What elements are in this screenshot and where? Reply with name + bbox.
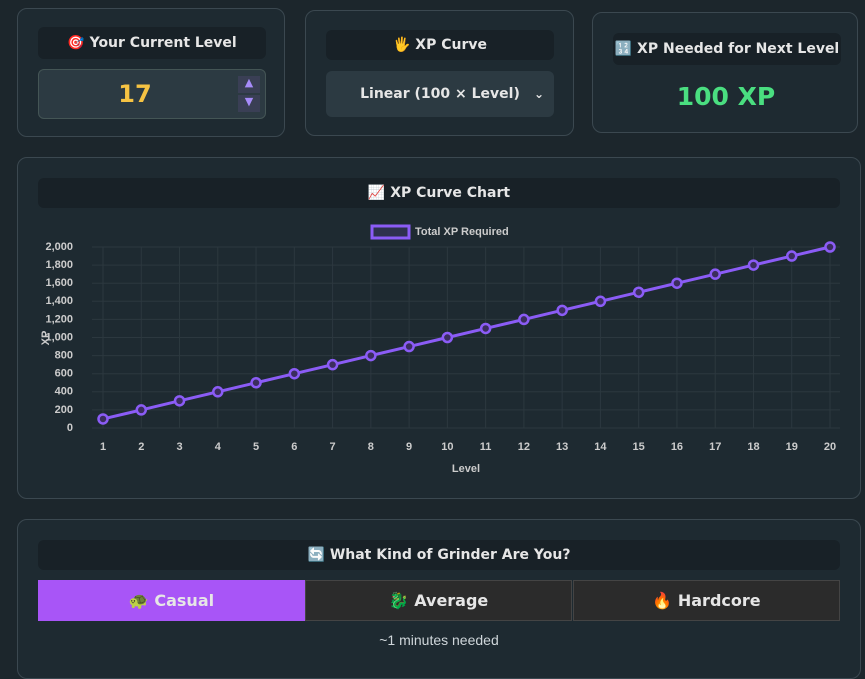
y-tick-label: 1,800 (45, 259, 73, 271)
x-tick-label: 1 (100, 441, 106, 453)
x-tick-label: 10 (441, 441, 453, 453)
data-point (403, 340, 415, 353)
y-tick-label: 200 (55, 404, 73, 416)
x-tick-label: 8 (368, 441, 374, 453)
needed-value: 100 XP (676, 81, 776, 111)
grinder-result: ~1 minutes needed (379, 632, 499, 648)
chart-heading: 📈 XP Curve Chart (38, 178, 840, 208)
level-card: 🎯 Your Current Level 17 ▲ ▼ (17, 8, 285, 137)
data-point (250, 377, 262, 389)
y-tick-label: 1,400 (45, 295, 73, 307)
y-axis-title: XP (40, 331, 52, 346)
chart: 0 200 400 600 800 1,000 1,200 1,400 1,600 1,800 2,… (40, 224, 840, 475)
x-tick-label: 14 (594, 441, 607, 453)
option-button[interactable]: 🔥 Hardcore (573, 580, 840, 621)
x-tick-label: 19 (786, 441, 798, 453)
x-tick-label: 18 (747, 441, 759, 453)
data-point (594, 295, 607, 308)
grinder-heading: 🔄 What Kind of Grinder Are You? (38, 540, 840, 570)
data-point (97, 413, 109, 425)
y-tick-label: 1,200 (45, 313, 73, 325)
option-button[interactable]: 🐉 Average (305, 580, 572, 621)
step-down[interactable]: ▼ (238, 95, 260, 112)
data-point (365, 349, 377, 362)
x-tick-label: 4 (215, 441, 222, 453)
x-tick-label: 9 (406, 441, 412, 453)
x-tick-label: 3 (176, 441, 182, 453)
x-tick-label: 5 (253, 441, 259, 453)
y-tick-label: 600 (55, 368, 73, 380)
data-point (556, 304, 568, 317)
curve-select[interactable]: Linear (100 × Level) ⌄ (326, 71, 554, 117)
data-point (441, 331, 454, 344)
x-tick-label: 17 (709, 441, 721, 453)
y-tick-label: 1,600 (45, 277, 73, 289)
x-tick-label: 2 (138, 441, 144, 453)
needed-card: 🔢 XP Needed for Next Level 100 XP (592, 12, 858, 133)
x-tick-label: 7 (330, 441, 336, 453)
x-tick-label: 15 (633, 441, 645, 453)
data-point (173, 395, 186, 407)
curve-card: 🖐 XP Curve Linear (100 × Level) ⌄ (305, 10, 574, 136)
series-line (102, 245, 831, 421)
y-tick-label: 0 (67, 422, 73, 434)
data-point (671, 277, 683, 289)
curve-label: 🖐 XP Curve (326, 30, 554, 60)
x-tick-label: 16 (671, 441, 683, 453)
needed-label: 🔢 XP Needed for Next Level (613, 33, 841, 65)
x-tick-label: 13 (556, 441, 568, 453)
level-value: 17 (118, 80, 152, 108)
data-point (288, 367, 301, 380)
data-point (326, 358, 339, 371)
legend-label: Total XP Required (415, 226, 509, 238)
y-tick-label: 1,000 (45, 331, 73, 343)
y-tick-label: 800 (55, 350, 73, 362)
y-tick-label: 400 (55, 386, 73, 398)
chart-card: 📈 XP Curve Chart (17, 157, 861, 499)
x-axis-title: Level (452, 463, 480, 475)
data-point (632, 286, 645, 298)
data-point (212, 386, 224, 398)
data-point (785, 250, 798, 262)
x-tick-label: 12 (518, 441, 530, 453)
data-point (479, 322, 492, 335)
data-point (135, 404, 148, 416)
y-tick-label: 2,000 (45, 241, 73, 253)
curve-selected: Linear (100 × Level) (360, 86, 520, 102)
level-label: 🎯 Your Current Level (38, 27, 266, 59)
x-tick-label: 20 (824, 441, 836, 453)
page: 🎯 Your Current Level 17 ▲ ▼ 🖐 XP Curve L… (17, 8, 861, 679)
x-tick-label: 11 (480, 441, 492, 453)
x-tick-label: 6 (291, 441, 297, 453)
level-input[interactable]: 17 (38, 69, 266, 119)
data-point (518, 313, 530, 326)
data-point (824, 241, 836, 253)
data-point (747, 259, 760, 271)
data-point (709, 268, 721, 280)
option-button[interactable]: 🐢 Casual (38, 580, 305, 621)
legend-swatch (370, 224, 411, 240)
step-up[interactable]: ▲ (238, 76, 260, 93)
